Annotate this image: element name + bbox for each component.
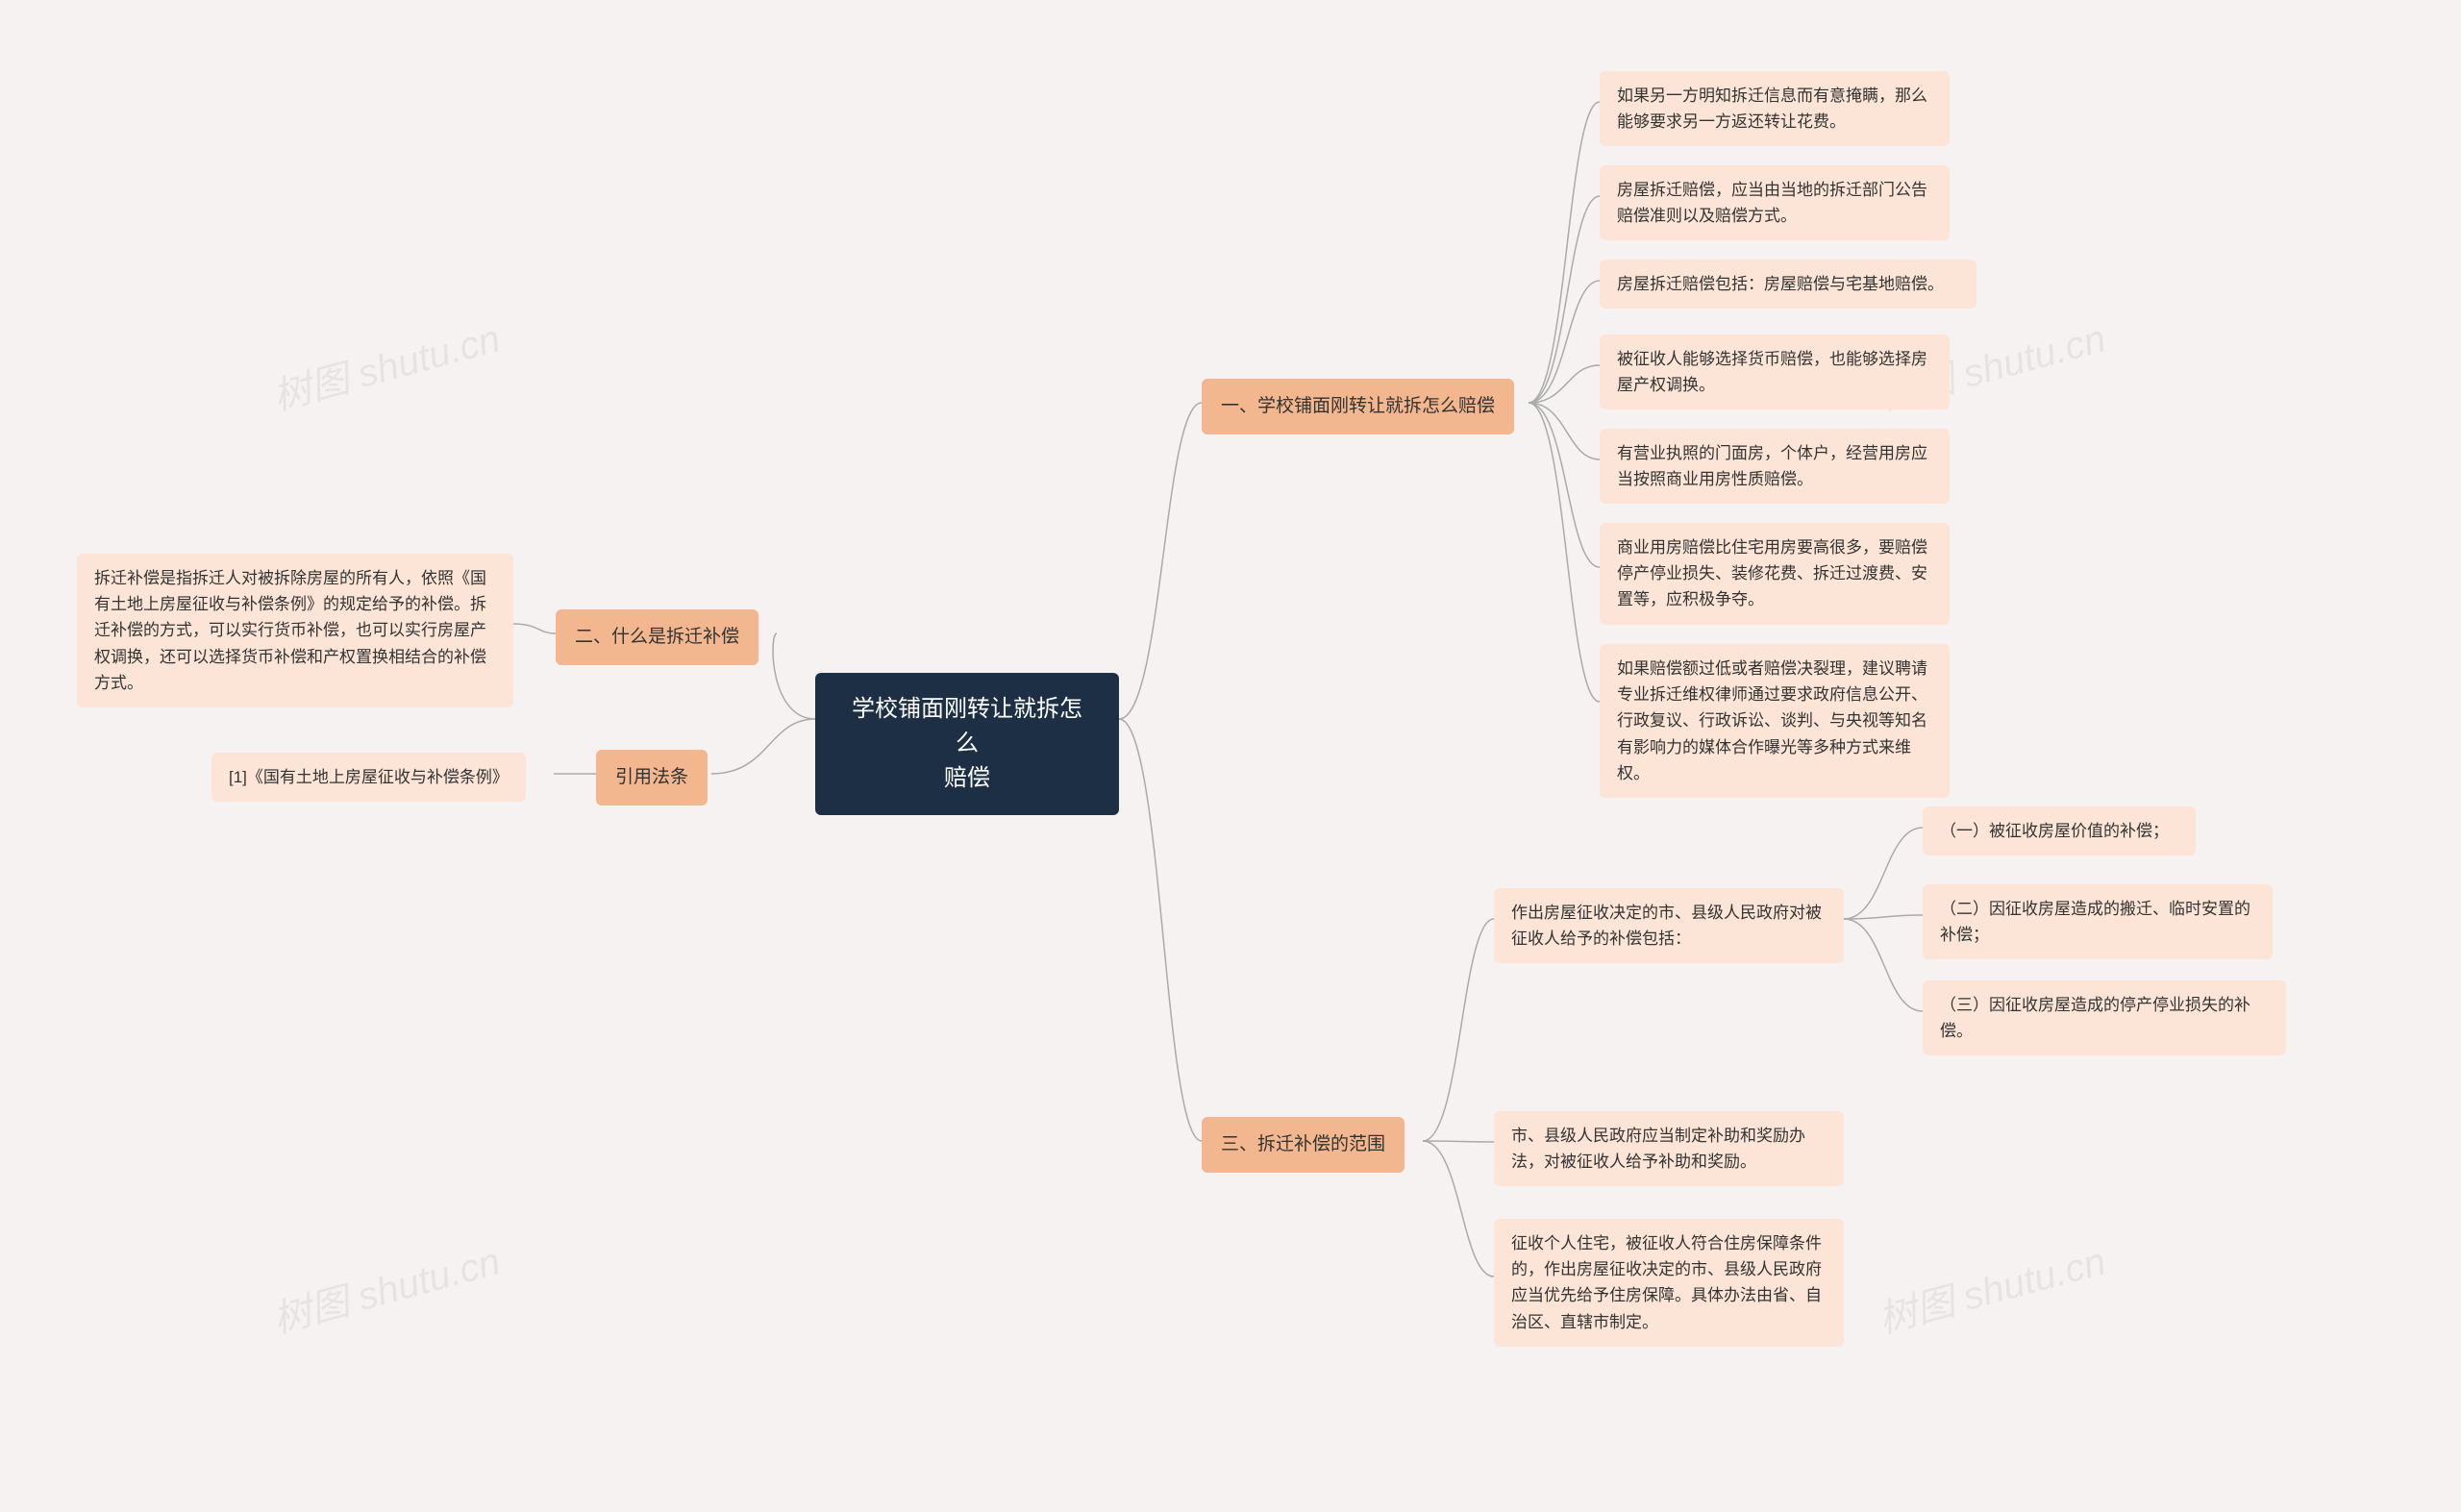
- center-node: 学校铺面刚转让就拆怎么赔偿: [815, 673, 1119, 815]
- leaf-text: （一）被征收房屋价值的补偿；: [1940, 822, 2169, 840]
- leaf-1-3: 被征收人能够选择货币赔偿，也能够选择房屋产权调换。: [1600, 335, 1950, 409]
- branch-label: 引用法条: [615, 767, 688, 787]
- leaf-text: 拆迁补偿是指拆迁人对被拆除房屋的所有人，依照《国有土地上房屋征收与补偿条例》的规…: [94, 569, 486, 692]
- leaf-text: 房屋拆迁赔偿，应当由当地的拆迁部门公告赔偿准则以及赔偿方式。: [1617, 181, 1927, 225]
- leaf-text: 征收个人住宅，被征收人符合住房保障条件的，作出房屋征收决定的市、县级人民政府应当…: [1511, 1234, 1822, 1331]
- leaf-text: 房屋拆迁赔偿包括：房屋赔偿与宅基地赔偿。: [1617, 275, 1944, 293]
- leaf-3-0-0: （一）被征收房屋价值的补偿；: [1923, 806, 2196, 855]
- leaf-3-2: 征收个人住宅，被征收人符合住房保障条件的，作出房屋征收决定的市、县级人民政府应当…: [1494, 1219, 1844, 1347]
- branch-label: 二、什么是拆迁补偿: [575, 627, 739, 647]
- branch-what-is: 二、什么是拆迁补偿: [556, 609, 758, 665]
- branch-cite: 引用法条: [596, 750, 708, 806]
- leaf-what-is-desc: 拆迁补偿是指拆迁人对被拆除房屋的所有人，依照《国有土地上房屋征收与补偿条例》的规…: [77, 554, 513, 707]
- leaf-1-6: 如果赔偿额过低或者赔偿决裂理，建议聘请专业拆迁维权律师通过要求政府信息公开、行政…: [1600, 644, 1950, 798]
- leaf-1-5: 商业用房赔偿比住宅用房要高很多，要赔偿停产停业损失、装修花费、拆迁过渡费、安置等…: [1600, 523, 1950, 625]
- leaf-text: 作出房屋征收决定的市、县级人民政府对被征收人给予的补偿包括：: [1511, 904, 1822, 948]
- leaf-1-0: 如果另一方明知拆迁信息而有意掩瞒，那么能够要求另一方返还转让花费。: [1600, 71, 1950, 146]
- branch-3: 三、拆迁补偿的范围: [1202, 1117, 1405, 1173]
- branch-1: 一、学校铺面刚转让就拆怎么赔偿: [1202, 379, 1514, 434]
- leaf-3-1: 市、县级人民政府应当制定补助和奖励办法，对被征收人给予补助和奖励。: [1494, 1111, 1844, 1186]
- leaf-text: 如果赔偿额过低或者赔偿决裂理，建议聘请专业拆迁维权律师通过要求政府信息公开、行政…: [1617, 659, 1927, 782]
- leaf-1-2: 房屋拆迁赔偿包括：房屋赔偿与宅基地赔偿。: [1600, 260, 1976, 309]
- branch-label: 一、学校铺面刚转让就拆怎么赔偿: [1221, 396, 1495, 416]
- leaf-text: [1]《国有土地上房屋征收与补偿条例》: [229, 768, 509, 786]
- leaf-text: 被征收人能够选择货币赔偿，也能够选择房屋产权调换。: [1617, 350, 1927, 394]
- leaf-text: 商业用房赔偿比住宅用房要高很多，要赔偿停产停业损失、装修花费、拆迁过渡费、安置等…: [1617, 538, 1927, 608]
- leaf-3-0-2: （三）因征收房屋造成的停产停业损失的补偿。: [1923, 980, 2286, 1055]
- branch-label: 三、拆迁补偿的范围: [1221, 1134, 1385, 1154]
- leaf-text: （二）因征收房屋造成的搬迁、临时安置的补偿；: [1940, 900, 2250, 944]
- center-text: 学校铺面刚转让就拆怎么赔偿: [852, 696, 1082, 791]
- leaf-text: （三）因征收房屋造成的停产停业损失的补偿。: [1940, 996, 2250, 1040]
- leaf-3-0-1: （二）因征收房屋造成的搬迁、临时安置的补偿；: [1923, 884, 2273, 959]
- leaf-1-1: 房屋拆迁赔偿，应当由当地的拆迁部门公告赔偿准则以及赔偿方式。: [1600, 165, 1950, 240]
- leaf-text: 市、县级人民政府应当制定补助和奖励办法，对被征收人给予补助和奖励。: [1511, 1127, 1805, 1171]
- leaf-text: 有营业执照的门面房，个体户，经营用房应当按照商业用房性质赔偿。: [1617, 444, 1927, 488]
- leaf-text: 如果另一方明知拆迁信息而有意掩瞒，那么能够要求另一方返还转让花费。: [1617, 87, 1927, 131]
- leaf-1-4: 有营业执照的门面房，个体户，经营用房应当按照商业用房性质赔偿。: [1600, 429, 1950, 504]
- leaf-cite: [1]《国有土地上房屋征收与补偿条例》: [211, 753, 526, 802]
- leaf-3-0: 作出房屋征收决定的市、县级人民政府对被征收人给予的补偿包括：: [1494, 888, 1844, 963]
